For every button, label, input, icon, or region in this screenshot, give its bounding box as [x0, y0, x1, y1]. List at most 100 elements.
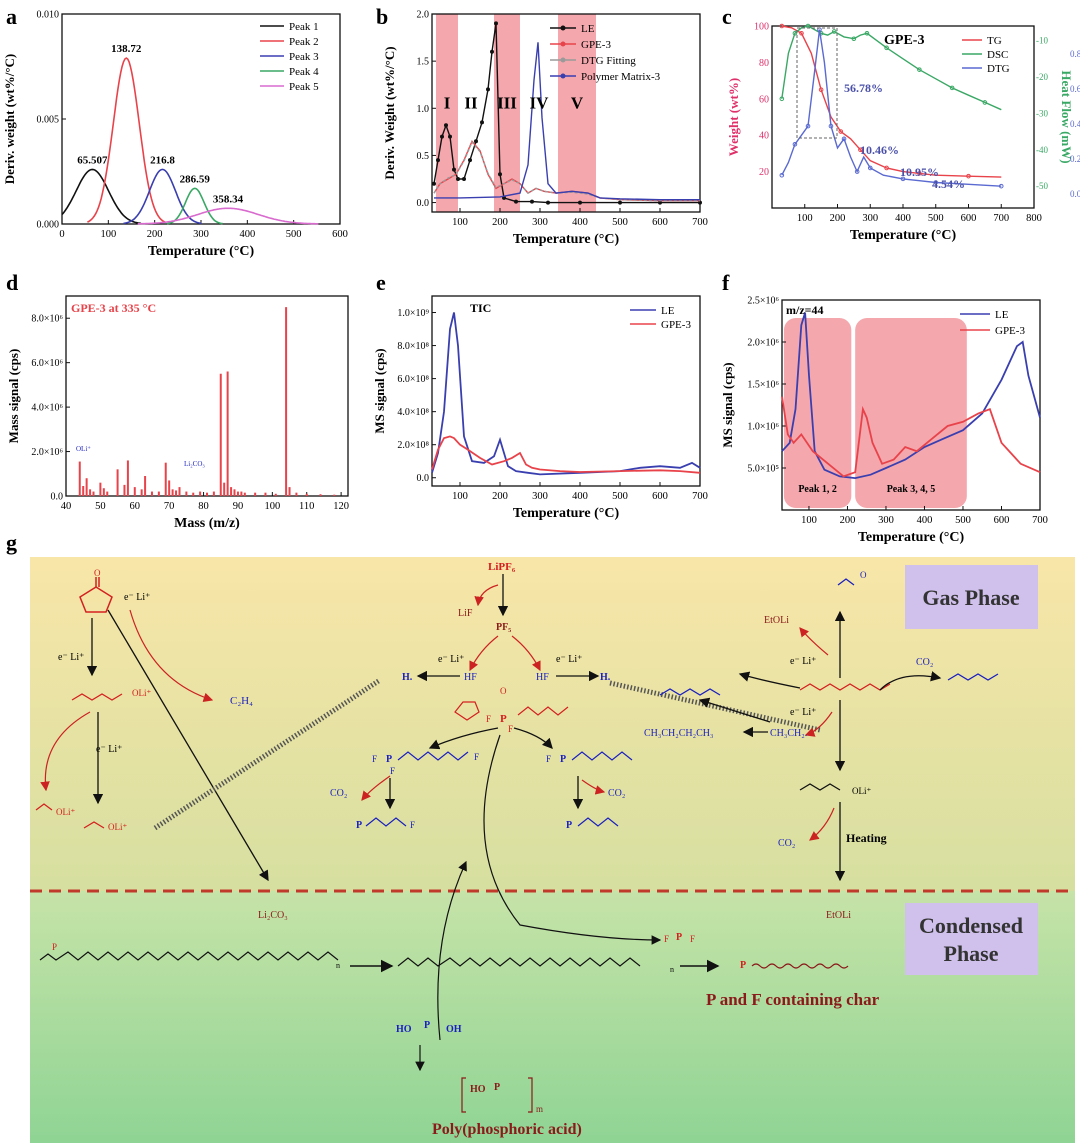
- oli-label-4: OLi⁺: [852, 786, 871, 796]
- series-line-a-peak-5: [137, 207, 319, 225]
- y-tick-label-e: 6.0×10⁸: [397, 374, 429, 385]
- legend-label-b: GPE-3: [581, 39, 611, 51]
- x-tick-label-a: 100: [100, 229, 116, 240]
- right-prod2-p: P: [566, 820, 572, 831]
- x-tick-label-f: 300: [878, 515, 894, 526]
- percent-annotation-c: 4.54%: [932, 177, 965, 191]
- data-point-b-le: [444, 123, 448, 128]
- region-label-b: II: [464, 93, 478, 112]
- fragment-n: n: [670, 965, 674, 974]
- y-tick-label-a: 0.010: [37, 10, 60, 21]
- eli-label-2: e⁻ Li⁺: [58, 652, 84, 663]
- y2-tick-label-c: -30: [1036, 108, 1048, 118]
- legend-marker-b: [560, 57, 566, 63]
- co2-label-1: CO₂: [330, 788, 347, 799]
- eli-label-1: e⁻ Li⁺: [124, 592, 150, 603]
- legend-label-e: LE: [661, 305, 675, 317]
- data-point-b-le: [452, 167, 456, 172]
- x-tick-label-c: 700: [993, 213, 1009, 224]
- left-prod2-p: P: [356, 820, 362, 831]
- percent-annotation-c: 10.95%: [900, 165, 939, 179]
- y3-tick-label-c: 0.8: [1070, 49, 1080, 59]
- arrow-to-ethyl: [804, 711, 833, 737]
- y-tick-label-e: 2.0×10⁸: [397, 440, 429, 451]
- data-point-c-tg: [917, 171, 922, 176]
- pf3-p: P: [676, 932, 682, 943]
- arrow-to-etoli: [799, 627, 829, 656]
- radical-intermediate: [71, 693, 123, 701]
- arrow-co2-4: [809, 807, 835, 841]
- data-point-b-le: [474, 139, 478, 144]
- data-point-b-le: [498, 172, 502, 177]
- hf-label-1: HF: [464, 672, 477, 683]
- x-tick-label-d: 100: [264, 501, 280, 512]
- legend-label-e: GPE-3: [661, 319, 691, 331]
- y-tick-label-e: 4.0×10⁸: [397, 407, 429, 418]
- x-tick-label-f: 400: [917, 515, 933, 526]
- x-tick-label-e: 500: [612, 491, 628, 502]
- x-axis-label-b: Temperature (°C): [513, 232, 620, 247]
- x-tick-label-e: 600: [652, 491, 668, 502]
- panel-letter-e: e: [376, 270, 386, 295]
- series-line-c-dsc: [781, 25, 1002, 111]
- oli-label-1: OLi⁺: [132, 688, 151, 698]
- data-point-b-le: [546, 200, 550, 205]
- data-point-c-dtg: [792, 142, 798, 147]
- series-line-b-dtg-fitting: [433, 140, 700, 202]
- x-tick-label-a: 400: [239, 229, 255, 240]
- x-axis-label-e: Temperature (°C): [513, 506, 620, 521]
- series-line-c-dtg: [781, 29, 1002, 187]
- gas-phase-box: [905, 565, 1038, 629]
- y-tick-label-f: 2.5×10⁶: [747, 296, 779, 307]
- data-point-b-le: [440, 134, 444, 139]
- plot-frame-e: [431, 295, 701, 487]
- panel-letter-c: c: [722, 4, 732, 29]
- x-tick-label-b: 200: [492, 217, 508, 228]
- central-f-2: F: [508, 724, 513, 734]
- bar-annotation-d: OLi⁺: [76, 445, 91, 453]
- data-point-b-le: [530, 199, 534, 204]
- y2-tick-label-c: -10: [1036, 36, 1048, 46]
- x-tick-label-f: 700: [1032, 515, 1048, 526]
- polyacid-p: P: [494, 1082, 500, 1093]
- y-tick-label-d: 4.0×10⁶: [31, 403, 63, 414]
- data-point-b-le: [618, 200, 622, 205]
- y-tick-label-f: 1.5×10⁶: [747, 380, 779, 391]
- data-point-c-dsc: [792, 30, 798, 36]
- butane-label: CH₃CH₂CH₂CH₃: [644, 728, 714, 739]
- region-shade-f: [783, 318, 852, 508]
- lipf6-label: LiPF₆: [488, 561, 516, 573]
- region-label-b: III: [497, 93, 517, 112]
- data-point-b-le: [462, 177, 466, 181]
- condensed-phase-label-1: Condensed: [919, 913, 1023, 938]
- x-tick-label-e: 200: [492, 491, 508, 502]
- ethoxide: [83, 821, 105, 829]
- central-o: O: [500, 686, 507, 696]
- data-point-c-dsc: [831, 29, 837, 34]
- x-tick-label-a: 300: [193, 229, 209, 240]
- x-tick-label-d: 50: [95, 501, 106, 512]
- hf-label-2: HF: [536, 672, 549, 683]
- y2-tick-label-c: -40: [1036, 145, 1048, 155]
- arrow-to-oli: [40, 711, 91, 792]
- region-label-b: I: [444, 93, 451, 112]
- ethyl-formyl-radical: [837, 578, 855, 586]
- legend-label-a: Peak 2: [289, 36, 319, 48]
- plot-frame-f: [781, 299, 1041, 511]
- y-tick-label-b: 0.5: [417, 151, 430, 162]
- x-tick-label-d: 40: [61, 501, 72, 512]
- fragmented-polymer: [397, 957, 641, 967]
- left-prod-chain: [397, 751, 469, 761]
- step-box-c: [796, 27, 838, 139]
- x-tick-label-f: 100: [801, 515, 817, 526]
- arrow-to-right-product: [513, 727, 553, 749]
- data-point-b-le: [578, 200, 582, 205]
- legend-marker-b: [560, 25, 566, 31]
- arrow-pf5-hf-left: [469, 635, 499, 672]
- panel-letter-d: d: [6, 270, 18, 295]
- polymer-n: n: [336, 961, 340, 970]
- data-point-b-le: [480, 120, 484, 125]
- y3-tick-label-c: 0.6: [1070, 84, 1080, 94]
- legend-label-f: GPE-3: [995, 325, 1025, 337]
- arrow-dec-to-ether: [879, 671, 942, 691]
